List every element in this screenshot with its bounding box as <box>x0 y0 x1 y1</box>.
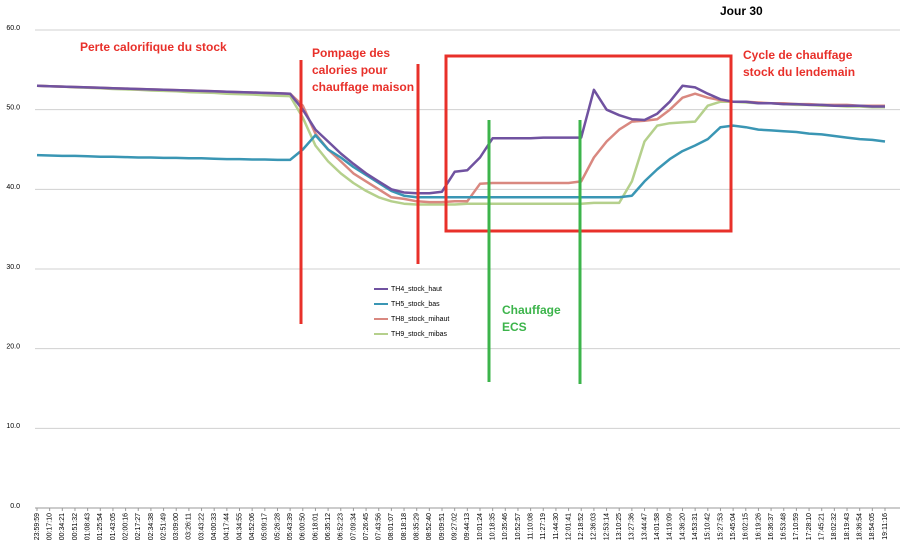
x-tick-label: 04:52:06 <box>249 513 256 540</box>
annotation: calories pour <box>312 63 388 77</box>
x-tick-label: 16:36:37 <box>768 513 775 540</box>
x-tick-label: 00:17:10 <box>47 513 54 540</box>
x-tick-label: 18:02:32 <box>831 513 838 540</box>
legend-label: TH9_stock_mibas <box>391 331 448 338</box>
x-tick-label: 17:45:21 <box>819 513 826 540</box>
x-tick-label: 02:34:38 <box>148 513 155 540</box>
annotation: Pompage des <box>312 46 390 60</box>
y-tick-label: 20.0 <box>6 344 20 351</box>
x-tick-label: 05:09:17 <box>262 513 269 540</box>
annotation: Perte calorifique du stock <box>80 40 227 54</box>
plot-area: 0.0 10.0 20.0 30.0 40.0 50.0 60.0 23:59:59 00:17… <box>6 25 900 540</box>
x-tick-label: 11:10:08 <box>527 513 534 540</box>
x-tick-label: 00:51:32 <box>72 513 79 540</box>
x-tick-label: 13:10:25 <box>616 513 623 540</box>
x-tick-label: 12:53:14 <box>603 513 610 540</box>
legend-label: TH8_stock_mihaut <box>391 316 449 323</box>
x-tick-label: 02:17:27 <box>135 513 142 540</box>
annotation: stock du lendemain <box>743 65 855 79</box>
x-tick-label: 17:28:10 <box>806 513 813 540</box>
x-tick-label: 12:01:41 <box>565 513 572 540</box>
x-tick-label: 04:00:33 <box>211 513 218 540</box>
x-tick-label: 10:52:57 <box>515 513 522 540</box>
x-tick-label: 08:01:07 <box>388 513 395 540</box>
x-tick-label: 03:43:22 <box>198 513 205 540</box>
x-tick-label: 07:43:56 <box>376 513 383 540</box>
x-tick-label: 01:08:43 <box>84 513 91 540</box>
x-tick-label: 11:44:30 <box>553 513 560 540</box>
x-tick-label: 12:18:52 <box>578 513 585 540</box>
chart-title: Jour 30 <box>720 4 763 18</box>
series-line <box>36 124 886 199</box>
x-tick-label: 23:59:59 <box>34 513 41 540</box>
x-tick-label: 10:18:35 <box>489 513 496 540</box>
x-tick-label: 11:27:19 <box>540 513 547 540</box>
y-tick-label: 50.0 <box>6 105 20 112</box>
x-tick-label: 08:52:40 <box>426 513 433 540</box>
x-tick-label: 18:54:05 <box>869 513 876 540</box>
x-tick-label: 12:36:03 <box>591 513 598 540</box>
x-tick-label: 14:01:58 <box>654 513 661 540</box>
y-tick-label: 30.0 <box>6 264 20 271</box>
annotation: chauffage maison <box>312 80 414 94</box>
y-tick-label: 10.0 <box>6 423 20 430</box>
x-tick-label: 18:19:43 <box>844 513 851 540</box>
x-tick-label: 14:36:20 <box>679 513 686 540</box>
x-tick-label: 14:19:09 <box>667 513 674 540</box>
annotation: ECS <box>502 320 527 334</box>
x-tick-label: 03:26:11 <box>186 513 193 540</box>
x-tick-label: 05:26:28 <box>274 513 281 540</box>
annotation: Chauffage <box>502 303 561 317</box>
x-tick-label: 10:35:46 <box>502 513 509 540</box>
x-tick-label: 15:27:53 <box>717 513 724 540</box>
x-tick-label: 06:35:12 <box>325 513 332 540</box>
x-tick-label: 01:25:54 <box>97 513 104 540</box>
x-tick-label: 13:44:47 <box>641 513 648 540</box>
x-tick-label: 09:09:51 <box>439 513 446 540</box>
series-line <box>36 84 885 195</box>
x-tick-label: 02:00:16 <box>122 513 129 540</box>
y-tick-label: 60.0 <box>6 25 20 32</box>
x-tick-label: 08:35:29 <box>414 513 421 540</box>
x-tick-label: 16:19:26 <box>755 513 762 540</box>
x-tick-label: 13:27:36 <box>629 513 636 540</box>
x-tick-label: 06:00:50 <box>300 513 307 540</box>
heating-box <box>444 54 733 233</box>
x-tick-label: 01:43:05 <box>110 513 117 540</box>
x-tick-label: 19:11:16 <box>882 513 889 540</box>
x-tick-label: 09:27:02 <box>452 513 459 540</box>
x-tick-label: 07:26:45 <box>363 513 370 540</box>
y-tick-label: 0.0 <box>10 503 20 510</box>
x-tick-label: 15:45:04 <box>730 513 737 540</box>
x-tick-label: 04:17:44 <box>224 513 231 540</box>
x-tick-label: 15:10:42 <box>705 513 712 540</box>
x-tick-label: 03:09:00 <box>173 513 180 540</box>
x-tick-label: 14:53:31 <box>692 513 699 540</box>
x-tick-label: 07:09:34 <box>350 513 357 540</box>
x-tick-label: 02:51:49 <box>160 513 167 540</box>
y-tick-label: 40.0 <box>6 184 20 191</box>
x-tick-label: 06:52:23 <box>338 513 345 540</box>
x-tick-label: 18:36:54 <box>857 513 864 540</box>
x-tick-label: 04:34:55 <box>236 513 243 540</box>
x-tick-label: 05:43:39 <box>287 513 294 540</box>
annotation: Cycle de chauffage <box>743 48 853 62</box>
x-tick-label: 09:44:13 <box>464 513 471 540</box>
x-tick-label: 00:34:21 <box>59 513 66 540</box>
x-tick-label: 06:18:01 <box>312 513 319 540</box>
legend-label: TH4_stock_haut <box>391 286 442 293</box>
legend-label: TH5_stock_bas <box>391 301 440 308</box>
shapes <box>299 54 733 384</box>
x-tick-label: 08:18:18 <box>401 513 408 540</box>
x-tick-label: 16:02:15 <box>743 513 750 540</box>
x-tick-label: 10:01:24 <box>477 513 484 540</box>
x-tick-label: 16:53:48 <box>781 513 788 540</box>
x-tick-label: 17:10:59 <box>793 513 800 540</box>
